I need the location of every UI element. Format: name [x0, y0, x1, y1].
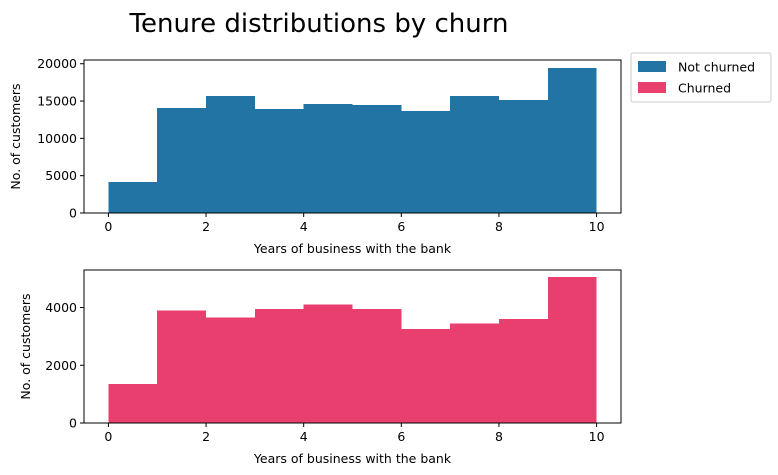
- x-axis-label-churned: Years of business with the bank: [253, 451, 452, 466]
- bar-churned-7: [450, 323, 499, 423]
- bar-not-churned-2: [206, 95, 255, 213]
- figure-title: Tenure distributions by churn: [129, 9, 509, 39]
- x-tick-label-churned-0: 0: [104, 429, 112, 444]
- bar-churned-2: [206, 317, 255, 423]
- x-tick-label-churned-2: 4: [300, 429, 308, 444]
- x-axis-label-not-churned: Years of business with the bank: [253, 241, 452, 256]
- y-tick-label-not-churned-3: 15000: [37, 94, 77, 109]
- bar-churned-9: [547, 277, 597, 423]
- bar-not-churned-7: [450, 95, 499, 213]
- y-tick-label-churned-0: 0: [69, 416, 77, 431]
- legend-label-not-churned: Not churned: [678, 60, 755, 75]
- x-tick-label-not-churned-4: 8: [495, 219, 503, 234]
- x-tick-label-not-churned-2: 4: [300, 219, 308, 234]
- bar-churned-4: [303, 304, 353, 423]
- churned-panel: 0 2 4 6 8 10 0 2000 4000 Years of business with t…: [18, 269, 622, 466]
- y-axis-label-not-churned: No. of customers: [8, 83, 23, 189]
- axes-frame-not-churned: [83, 59, 622, 214]
- bar-churned-0: [108, 384, 158, 423]
- y-tick-label-not-churned-2: 10000: [37, 131, 77, 146]
- bar-not-churned-5: [352, 105, 402, 213]
- x-tick-label-churned-3: 6: [397, 429, 405, 444]
- legend: Not churned Churned: [630, 52, 772, 103]
- x-tick-label-not-churned-5: 10: [589, 219, 605, 234]
- bar-not-churned-9: [547, 67, 597, 213]
- y-tick-label-not-churned-1: 5000: [45, 168, 77, 183]
- x-tick-label-not-churned-3: 6: [397, 219, 405, 234]
- y-tick-label-not-churned-4: 20000: [37, 56, 77, 71]
- bar-churned-8: [498, 319, 548, 423]
- x-tick-label-churned-5: 10: [589, 429, 605, 444]
- bar-not-churned-1: [157, 107, 207, 213]
- x-tick-label-churned-1: 2: [202, 429, 210, 444]
- y-tick-label-churned-2: 4000: [45, 300, 77, 315]
- axes-frame-churned: [83, 269, 622, 424]
- x-tick-label-not-churned-1: 2: [202, 219, 210, 234]
- y-axis-label-churned: No. of customers: [18, 293, 33, 399]
- legend-swatch-not-churned: [638, 61, 666, 72]
- legend-swatch-churned: [638, 82, 666, 93]
- not-churned-panel: 0 2 4 6 8 10 0 5000 10000 15000 20000 Years of busi…: [8, 56, 622, 256]
- legend-label-churned: Churned: [678, 81, 731, 96]
- bar-not-churned-8: [498, 99, 548, 213]
- bar-churned-6: [401, 329, 451, 423]
- x-tick-label-churned-4: 8: [495, 429, 503, 444]
- y-tick-label-not-churned-0: 0: [69, 206, 77, 221]
- x-tick-label-not-churned-0: 0: [104, 219, 112, 234]
- bar-churned-5: [352, 308, 402, 423]
- bar-churned-1: [157, 310, 207, 423]
- bar-churned-3: [254, 308, 304, 423]
- bar-not-churned-3: [254, 108, 304, 213]
- y-tick-label-churned-1: 2000: [45, 358, 77, 373]
- bar-not-churned-4: [303, 104, 353, 213]
- bar-not-churned-0: [108, 182, 158, 213]
- bar-not-churned-6: [401, 110, 451, 213]
